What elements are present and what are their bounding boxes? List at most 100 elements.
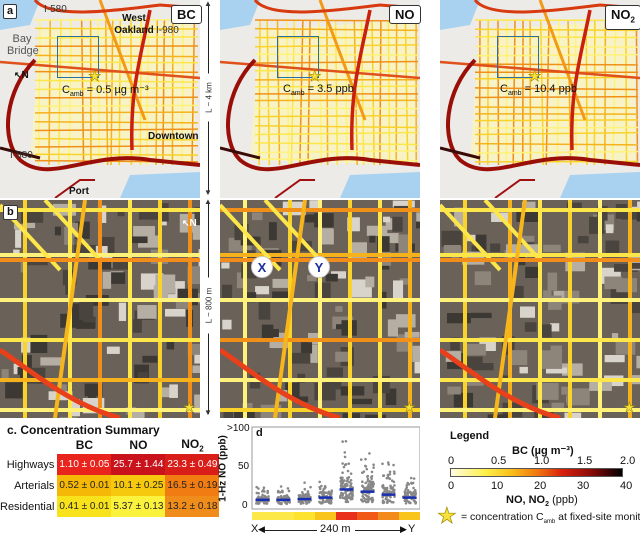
panel-d-label: d	[256, 427, 263, 439]
data-point	[345, 480, 349, 483]
label-downtown: Downtown	[148, 131, 199, 142]
data-point	[387, 463, 391, 466]
data-point	[257, 501, 261, 505]
data-point	[339, 494, 342, 497]
data-point	[404, 488, 408, 491]
data-point	[412, 499, 416, 502]
data-point	[349, 482, 353, 485]
d-ylabel: 1-Hz NO (ppb)	[217, 435, 229, 502]
panel-a-label: a	[3, 4, 18, 19]
data-point	[257, 487, 260, 490]
data-point	[381, 495, 385, 498]
data-point	[386, 461, 390, 464]
data-point	[393, 484, 396, 487]
table-cell: 0.52 ± 0.01	[57, 475, 112, 496]
data-point	[255, 491, 259, 495]
star-icon: ★	[88, 68, 102, 86]
data-point	[412, 477, 416, 480]
data-point	[364, 464, 367, 468]
table-cell: 25.7 ± 1.44	[111, 454, 166, 475]
data-point	[341, 440, 344, 443]
data-point	[405, 494, 409, 497]
data-point	[349, 478, 353, 482]
data-point	[408, 501, 411, 505]
data-point	[388, 477, 392, 481]
table-cell: 5.37 ± 0.13	[111, 496, 166, 517]
data-point	[267, 495, 270, 498]
label-west-oakland: West Oakland	[114, 13, 154, 36]
c-amb-no2: Camb = 10.4 ppb	[500, 83, 577, 98]
c-amb-no: Camb = 3.5 ppb	[283, 83, 354, 98]
point-y-marker: Y	[308, 256, 330, 278]
data-point	[278, 490, 282, 494]
c-amb-bc: Camb = 0.5 µg m⁻³	[62, 84, 149, 99]
data-point	[385, 476, 389, 480]
data-point	[361, 484, 364, 488]
scale-bar-4km: ▲ ▼ L ~ 4 km	[203, 0, 215, 197]
data-point	[287, 500, 291, 504]
map-b-bc	[0, 200, 200, 418]
data-point	[361, 494, 364, 498]
data-point	[346, 469, 350, 473]
data-point	[341, 480, 344, 483]
data-point	[412, 486, 415, 490]
data-point	[383, 487, 387, 491]
data-point	[266, 491, 270, 495]
data-point	[318, 480, 321, 484]
data-point	[406, 490, 410, 494]
data-point	[366, 477, 370, 481]
table-cell: 1.10 ± 0.05	[57, 454, 112, 475]
data-point	[386, 473, 390, 477]
map-a-no	[220, 0, 420, 198]
data-point	[365, 467, 369, 471]
no-tick-label: 0	[448, 480, 455, 492]
north-arrow-a: ↖N	[14, 70, 29, 81]
data-point	[404, 501, 408, 505]
data-point	[309, 495, 312, 499]
data-point	[276, 496, 280, 500]
road-segment-color	[315, 512, 336, 520]
data-point	[407, 482, 411, 486]
data-point	[341, 492, 345, 495]
no-tick-label: 30	[577, 480, 590, 492]
arrow-left	[262, 530, 317, 531]
data-point	[408, 490, 412, 494]
label-i580: I-580	[44, 4, 67, 15]
star-icon: ★	[623, 399, 636, 416]
road-segment-color	[294, 512, 315, 520]
no-scatter-plot	[251, 426, 420, 520]
bc-tick-label: 1.5	[577, 455, 593, 467]
data-point	[409, 476, 413, 480]
data-point	[343, 451, 347, 454]
data-point	[362, 470, 366, 473]
zoom-box-bc	[57, 36, 99, 78]
data-point	[285, 502, 288, 506]
data-point	[264, 501, 268, 504]
scale-bar-800m: ▲ ▼ L ~ 800 m	[203, 197, 215, 417]
data-point	[341, 471, 344, 474]
data-point	[347, 462, 351, 465]
data-point	[285, 493, 289, 497]
data-point	[392, 463, 395, 467]
data-point	[403, 490, 407, 494]
data-point	[282, 494, 286, 498]
data-point	[341, 485, 345, 489]
label-port: Port	[69, 186, 89, 197]
data-point	[346, 496, 350, 500]
ytick-50: 50	[238, 461, 250, 472]
data-point	[411, 481, 415, 485]
data-point	[391, 486, 395, 489]
data-point	[303, 487, 307, 491]
data-point	[286, 487, 290, 490]
road-segment-color	[378, 512, 399, 520]
data-point	[281, 490, 284, 494]
table-cell: 0.41 ± 0.01	[57, 496, 112, 517]
road-segment-color	[399, 512, 420, 520]
data-point	[339, 476, 343, 480]
data-point	[345, 493, 348, 497]
point-x-marker: X	[251, 256, 273, 278]
data-point	[321, 490, 325, 493]
label-i880: I-880	[10, 150, 33, 161]
data-point	[343, 455, 347, 459]
col-header-no2: NO2	[181, 436, 204, 454]
